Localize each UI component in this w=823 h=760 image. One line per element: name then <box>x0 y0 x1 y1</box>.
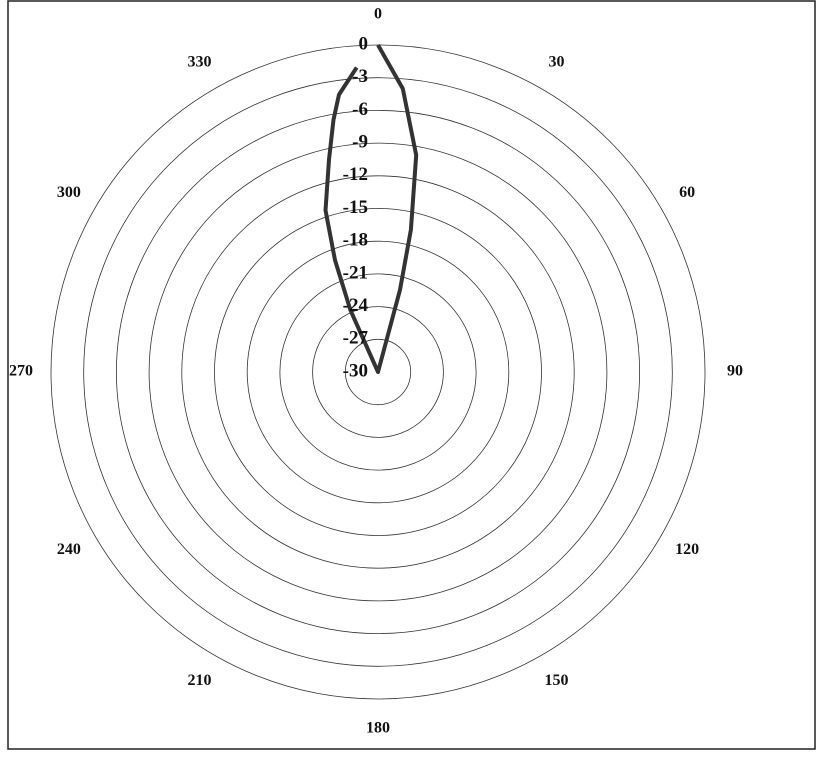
radial-tick-label: -3 <box>352 66 368 87</box>
pattern-line <box>323 44 419 374</box>
radial-tick-label: -18 <box>343 230 368 251</box>
angle-label: 330 <box>188 54 212 71</box>
grid-ring <box>148 142 608 602</box>
grid-ring <box>312 306 444 438</box>
angle-label: 30 <box>549 54 565 71</box>
radial-tick-label: -27 <box>343 328 369 349</box>
angle-label: 210 <box>188 672 212 689</box>
angle-label: 180 <box>366 720 390 737</box>
radial-tick-label: -30 <box>343 360 368 381</box>
angle-label: 120 <box>675 541 699 558</box>
grid-ring <box>83 77 673 667</box>
radial-tick-label: -12 <box>343 164 368 185</box>
grid-ring <box>344 338 412 406</box>
grid-ring <box>115 109 641 635</box>
radial-tick-label: -21 <box>343 262 368 283</box>
angle-label: 0 <box>374 6 382 23</box>
angle-label: 240 <box>57 541 81 558</box>
grid-ring <box>214 208 542 536</box>
radial-tick-label: -15 <box>343 197 368 218</box>
angle-label: 90 <box>727 363 743 380</box>
grid-ring <box>181 175 575 569</box>
frame <box>7 0 816 750</box>
radial-tick-label: -6 <box>352 99 368 120</box>
angle-label: 270 <box>9 363 33 380</box>
angle-label: 300 <box>57 184 81 201</box>
angle-label: 150 <box>545 672 569 689</box>
radial-tick-label: 0 <box>359 33 369 54</box>
radial-tick-label: -24 <box>343 295 369 316</box>
radial-tick-label: -9 <box>352 131 368 152</box>
grid-ring <box>279 273 477 471</box>
grid-ring <box>246 240 510 504</box>
angle-label: 60 <box>679 184 695 201</box>
